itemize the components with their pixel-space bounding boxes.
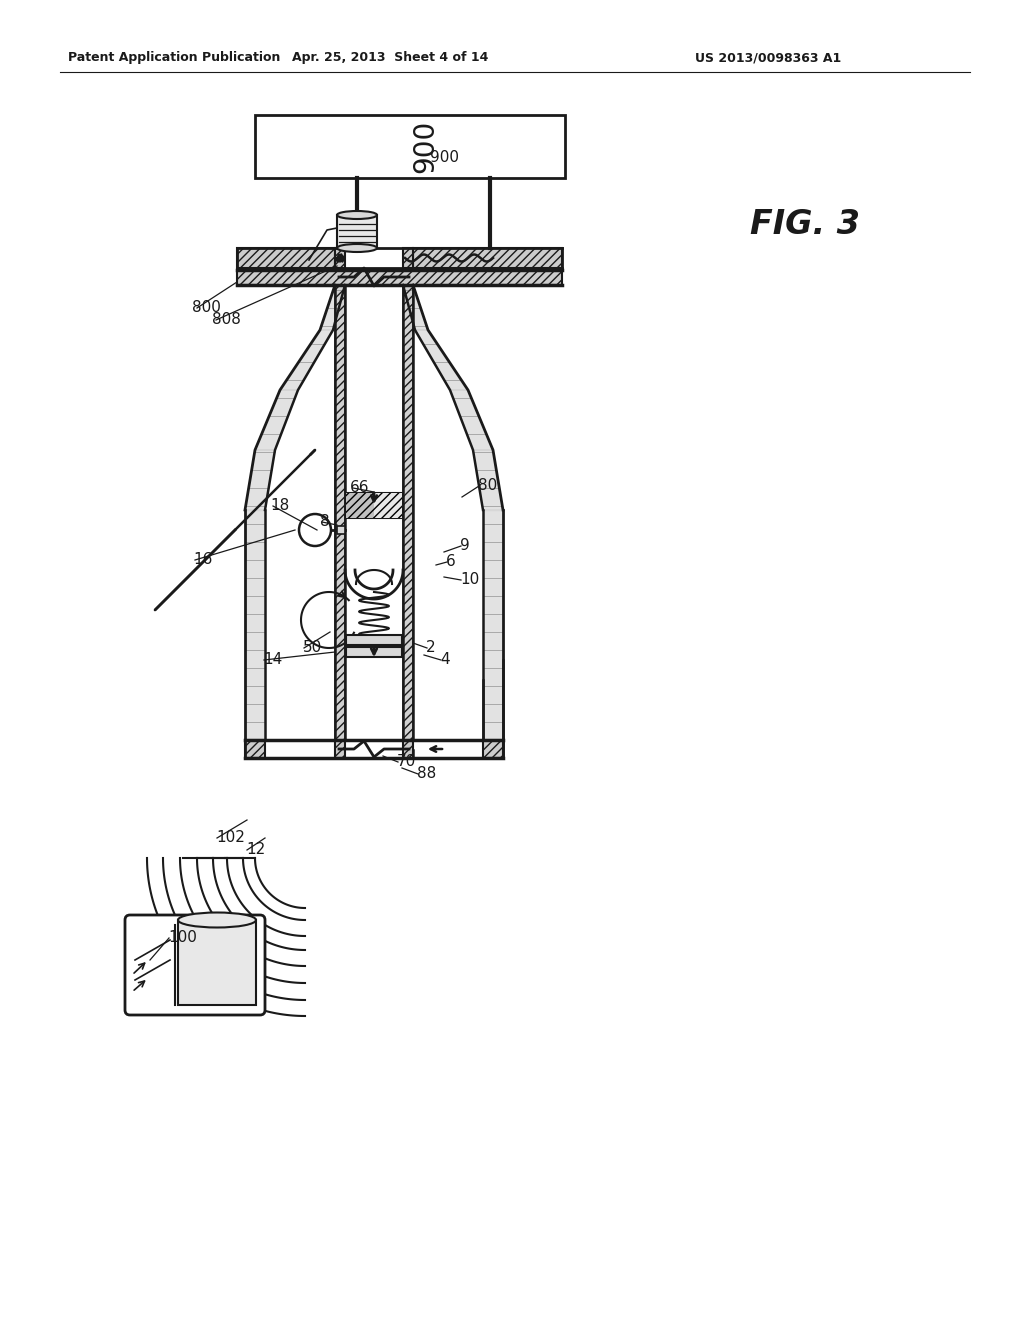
Bar <box>337 215 377 248</box>
Bar <box>346 492 402 517</box>
Text: Apr. 25, 2013  Sheet 4 of 14: Apr. 25, 2013 Sheet 4 of 14 <box>292 51 488 65</box>
Ellipse shape <box>178 912 256 928</box>
Text: 4: 4 <box>440 652 450 668</box>
Ellipse shape <box>337 211 377 219</box>
Bar <box>403 741 413 758</box>
Bar <box>237 271 562 285</box>
Text: 18: 18 <box>270 499 289 513</box>
Text: 66: 66 <box>350 480 370 495</box>
Text: 900: 900 <box>430 150 459 165</box>
Bar <box>346 647 402 657</box>
Text: Patent Application Publication: Patent Application Publication <box>68 51 281 65</box>
Text: 6: 6 <box>446 554 456 569</box>
Bar <box>346 492 374 517</box>
Polygon shape <box>473 450 503 510</box>
Bar <box>255 115 565 178</box>
Polygon shape <box>245 450 275 510</box>
Text: 10: 10 <box>460 573 479 587</box>
Text: 70: 70 <box>397 755 416 770</box>
Text: 808: 808 <box>212 313 241 327</box>
Text: 16: 16 <box>193 553 212 568</box>
Bar <box>335 285 345 741</box>
Text: 12: 12 <box>246 842 265 858</box>
Polygon shape <box>483 510 503 741</box>
Bar <box>237 248 335 268</box>
Polygon shape <box>319 285 345 330</box>
Text: 800: 800 <box>193 301 221 315</box>
Bar <box>337 525 345 535</box>
Polygon shape <box>280 330 333 389</box>
Polygon shape <box>403 285 428 330</box>
Polygon shape <box>450 389 493 450</box>
Text: 50: 50 <box>303 640 323 656</box>
Bar <box>403 285 413 741</box>
FancyBboxPatch shape <box>125 915 265 1015</box>
Bar <box>374 492 402 517</box>
Text: US 2013/0098363 A1: US 2013/0098363 A1 <box>695 51 842 65</box>
Text: 9: 9 <box>460 539 470 553</box>
Text: 900: 900 <box>412 120 439 173</box>
Text: 100: 100 <box>168 931 197 945</box>
Text: 88: 88 <box>417 767 436 781</box>
Polygon shape <box>245 510 265 741</box>
Text: FIG. 3: FIG. 3 <box>750 209 860 242</box>
Text: 80: 80 <box>478 479 498 494</box>
Text: 14: 14 <box>263 652 283 668</box>
Text: 8: 8 <box>319 515 330 529</box>
Bar <box>413 248 562 268</box>
Bar <box>335 741 345 758</box>
Ellipse shape <box>337 244 377 252</box>
Text: 2: 2 <box>426 640 435 656</box>
Bar <box>245 741 265 758</box>
Polygon shape <box>415 330 468 389</box>
Bar <box>403 248 413 268</box>
Circle shape <box>299 513 331 546</box>
Bar <box>483 741 503 758</box>
Bar <box>346 635 402 645</box>
Bar <box>178 920 256 1005</box>
Text: 102: 102 <box>216 830 245 846</box>
Polygon shape <box>255 389 298 450</box>
Bar <box>335 248 345 268</box>
